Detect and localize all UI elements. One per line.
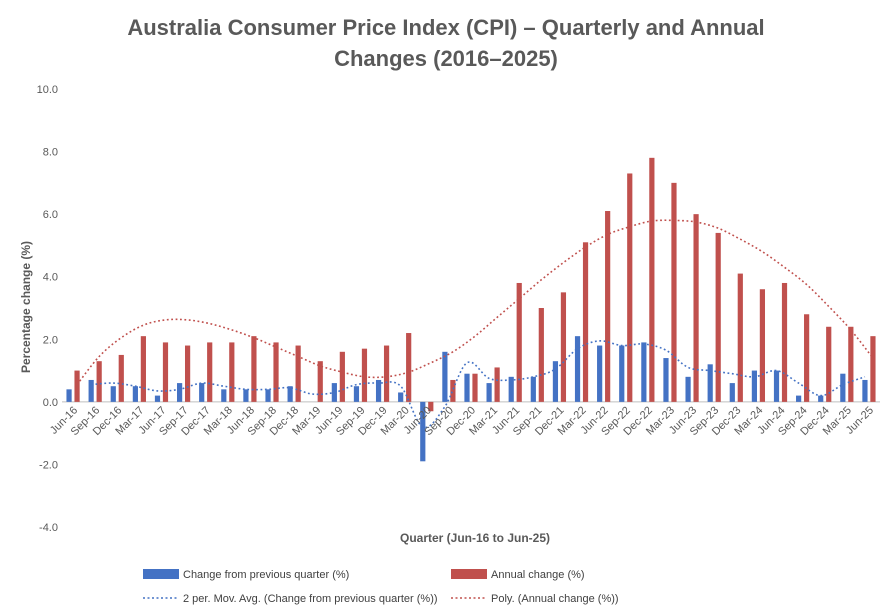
bar-annual-change [184, 345, 191, 402]
bar-quarterly-change [154, 395, 161, 402]
bar-annual-change [339, 351, 345, 402]
y-tick-label: -4.0 [39, 522, 58, 534]
legend-swatch-annual [451, 569, 487, 579]
y-tick-label: -2.0 [39, 459, 58, 471]
x-axis-title: Quarter (Jun-16 to Jun-25) [400, 531, 550, 545]
bar-annual-change [74, 370, 80, 402]
bar-annual-change [715, 232, 721, 402]
bar-quarterly-change [420, 401, 426, 462]
bar-quarterly-change [862, 379, 868, 402]
bar-quarterly-change [619, 345, 625, 402]
y-tick-label: 2.0 [43, 334, 58, 346]
bar-quarterly-change [486, 383, 492, 402]
bar-annual-change [295, 345, 301, 402]
bar-quarterly-change [442, 351, 448, 402]
bar-annual-change [737, 273, 743, 402]
legend-swatch-quarterly [143, 569, 179, 579]
moving-average-line [91, 340, 866, 429]
bar-quarterly-change [840, 373, 846, 402]
bar-quarterly-change [530, 376, 536, 402]
bar-quarterly-change [464, 373, 470, 402]
bar-quarterly-change [398, 392, 404, 402]
trendlines [76, 219, 874, 429]
y-tick-label: 0.0 [43, 397, 58, 409]
bar-annual-change [472, 373, 478, 402]
bar-quarterly-change [199, 383, 205, 402]
bar-annual-change [693, 214, 699, 402]
bar-quarterly-change [707, 364, 713, 402]
bar-annual-change [781, 282, 788, 402]
bar-annual-change [450, 379, 456, 402]
bar-annual-change [317, 361, 323, 402]
bar-annual-change [649, 157, 655, 402]
y-tick-label: 4.0 [43, 272, 58, 284]
bar-quarterly-change [552, 361, 559, 402]
bar-quarterly-change [110, 386, 116, 402]
bar-quarterly-change [375, 379, 382, 402]
bar-annual-change [759, 289, 766, 402]
legend: Change from previous quarter (%) Annual … [143, 569, 619, 605]
bar-annual-change [428, 401, 434, 412]
bar-annual-change [538, 308, 544, 402]
bar-annual-change [671, 182, 677, 402]
y-axis-title: Percentage change (%) [19, 241, 33, 373]
bar-quarterly-change [574, 336, 581, 402]
y-tick-label: 8.0 [43, 147, 58, 159]
bar-quarterly-change [353, 386, 360, 402]
legend-label-polynomial: Poly. (Annual change (%)) [491, 593, 619, 605]
bar-quarterly-change [265, 389, 271, 402]
y-tick-label: 10.0 [37, 84, 58, 96]
bar-quarterly-change [221, 389, 227, 402]
bar-annual-change [627, 173, 633, 402]
bar-annual-change [251, 336, 257, 402]
bar-annual-change [140, 336, 146, 402]
bar-annual-change [516, 282, 522, 402]
bar-annual-change [848, 326, 854, 402]
bar-annual-change [96, 361, 102, 402]
bar-quarterly-change [818, 395, 824, 402]
chart-title-line-1: Australia Consumer Price Index (CPI) – Q… [127, 15, 764, 40]
bar-quarterly-change [773, 370, 780, 402]
bar-annual-change [118, 354, 124, 402]
bar-quarterly-change [796, 395, 802, 402]
polynomial-trend-line [76, 219, 874, 386]
y-tick-label: 6.0 [43, 209, 58, 221]
bar-annual-change [406, 333, 412, 402]
bar-annual-change [870, 336, 876, 402]
bar-quarterly-change [66, 389, 72, 402]
legend-label-moving-average: 2 per. Mov. Avg. (Change from previous q… [183, 593, 438, 605]
bar-quarterly-change [685, 376, 691, 402]
bar-quarterly-change [597, 345, 603, 402]
bar-quarterly-change [641, 342, 647, 402]
chart-title-line-2: Changes (2016–2025) [334, 46, 558, 71]
bar-quarterly-change [243, 389, 249, 402]
bar-annual-change [207, 342, 213, 402]
bar-quarterly-change [176, 383, 183, 402]
bar-annual-change [826, 326, 832, 402]
bar-quarterly-change [729, 383, 735, 402]
bar-annual-change [494, 367, 500, 402]
bar-annual-change [162, 342, 169, 402]
bar-annual-change [273, 342, 279, 402]
bar-annual-change [605, 211, 611, 402]
bar-quarterly-change [132, 386, 138, 402]
legend-label-annual: Annual change (%) [491, 569, 585, 581]
bar-quarterly-change [287, 386, 293, 402]
bar-annual-change [582, 242, 589, 402]
legend-label-quarterly: Change from previous quarter (%) [183, 569, 349, 581]
bar-quarterly-change [508, 376, 514, 402]
bar-quarterly-change [663, 358, 669, 402]
bar-annual-change [804, 314, 810, 402]
bar-annual-change [229, 342, 235, 402]
bar-quarterly-change [751, 370, 758, 402]
bar-quarterly-change [88, 379, 94, 402]
y-axis: -4.0 -2.0 0.0 2.0 4.0 6.0 8.0 10.0 [37, 84, 58, 534]
bar-annual-change [383, 345, 390, 402]
bar-annual-change [361, 348, 368, 402]
x-axis-ticks: Jun-16Sep-16Dec-16Mar-17Jun-17Sep-17Dec-… [48, 404, 876, 438]
bar-annual-change [560, 292, 567, 402]
